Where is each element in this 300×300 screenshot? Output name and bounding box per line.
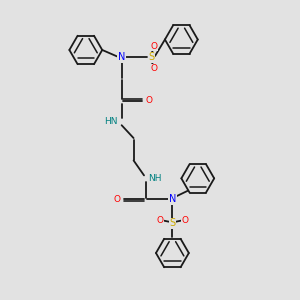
Text: NH: NH: [148, 174, 161, 183]
Text: O: O: [156, 216, 164, 225]
Text: O: O: [151, 64, 158, 73]
Text: O: O: [151, 42, 158, 51]
Text: O: O: [113, 195, 120, 204]
Text: O: O: [182, 216, 188, 225]
Text: N: N: [169, 194, 176, 204]
Text: O: O: [145, 96, 152, 105]
Text: N: N: [118, 52, 125, 62]
Text: S: S: [169, 218, 176, 228]
Text: HN: HN: [104, 117, 118, 126]
Text: S: S: [148, 52, 154, 62]
